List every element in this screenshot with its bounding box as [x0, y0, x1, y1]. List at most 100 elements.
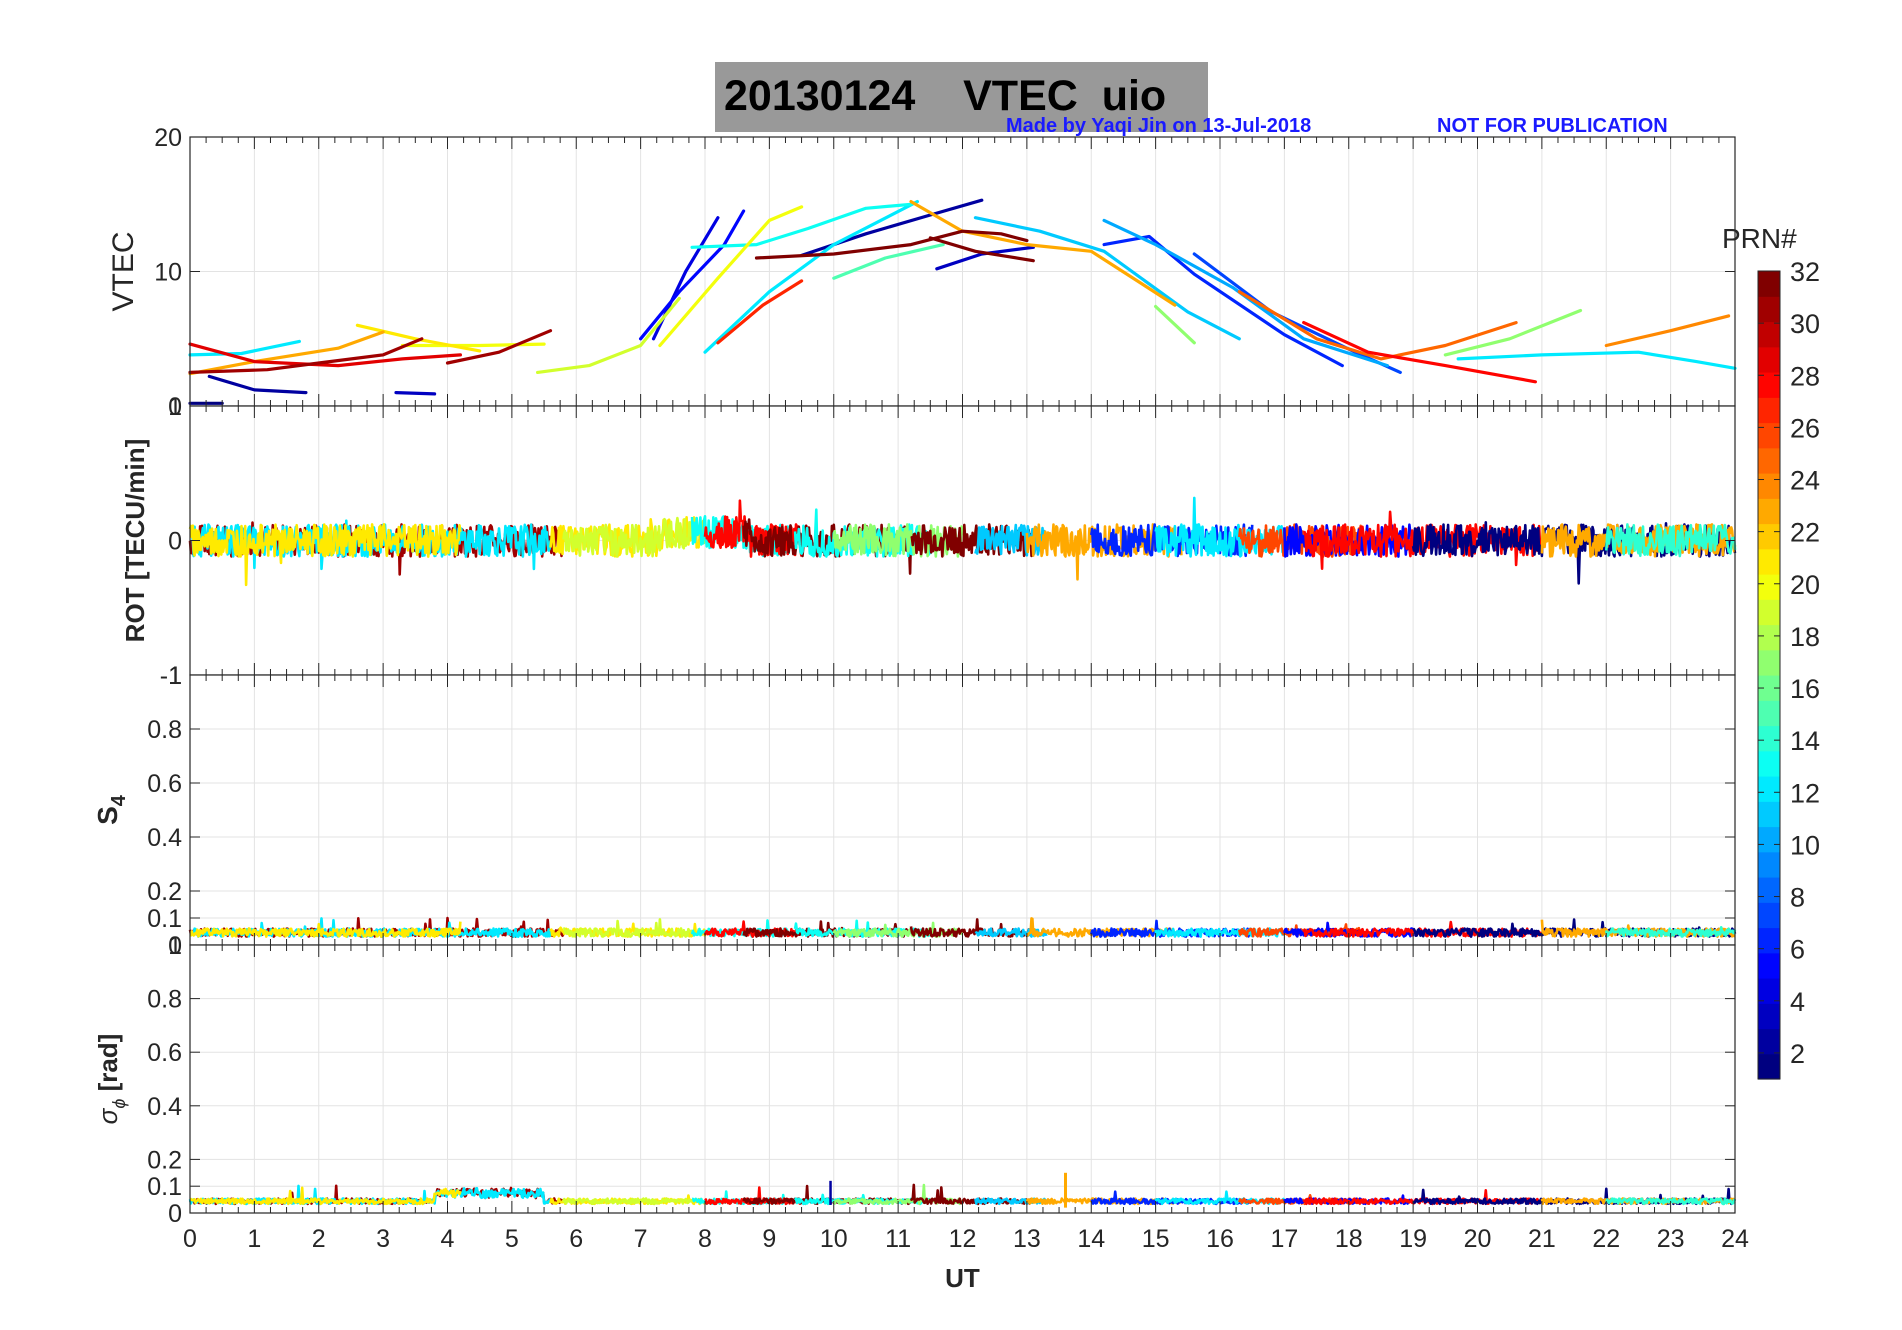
- y-tick-label: 0: [168, 528, 182, 556]
- colorbar-bin: [1758, 978, 1780, 1004]
- x-tick-label: 18: [1335, 1225, 1363, 1253]
- y-tick-label: 0.2: [147, 878, 182, 906]
- x-tick-label: 16: [1206, 1225, 1234, 1253]
- vtec-series-prn-17: [1443, 308, 1583, 357]
- vtec-series-prn-29: [188, 342, 462, 368]
- rot-series-prn-14: [1605, 523, 1737, 558]
- vtec-series-prn-5: [638, 209, 746, 341]
- y-tick-label: 0.1: [147, 905, 182, 933]
- vtec-series-prn-17: [1153, 304, 1196, 345]
- x-tick-label: 13: [1013, 1225, 1041, 1253]
- vtec-series-prn-2: [207, 374, 308, 395]
- colorbar-bin: [1758, 372, 1780, 398]
- colorbar-bin: [1758, 902, 1780, 929]
- x-tick-label: 2: [312, 1225, 326, 1253]
- vtec-series-prn-32: [754, 229, 1029, 260]
- x-tick-label: 5: [505, 1225, 519, 1253]
- s4-series-prn-19: [562, 918, 694, 938]
- colorbar-label: PRN#: [1722, 223, 1797, 254]
- x-tick-label: 22: [1592, 1225, 1620, 1253]
- y-tick-label: 1: [168, 393, 182, 421]
- vtec-series-prn-20: [658, 205, 804, 348]
- x-tick-label: 20: [1464, 1225, 1492, 1253]
- vtec-series-prn-3: [394, 391, 437, 396]
- x-tick-label: 17: [1270, 1225, 1298, 1253]
- y-tick-label: 0.6: [147, 1039, 182, 1067]
- vtec-series-prn-12: [1456, 350, 1737, 370]
- x-tick-label: 24: [1721, 1225, 1749, 1253]
- y-tick-label: 0.4: [147, 824, 182, 852]
- colorbar-tick-label: 28: [1790, 361, 1820, 391]
- sigmaphi-series-prn-21: [189, 1186, 462, 1206]
- y-axis-label: ROT [TECU/min]: [120, 439, 150, 643]
- x-tick-label: 15: [1142, 1225, 1170, 1253]
- x-tick-label: 23: [1657, 1225, 1685, 1253]
- rot-series-prn-28: [1303, 510, 1544, 571]
- colorbar-bin: [1758, 271, 1780, 297]
- vtec-series-prn-32: [928, 236, 1035, 263]
- sigmaphi-series-prn-19: [562, 1197, 694, 1206]
- colorbar-tick-label: 30: [1790, 309, 1820, 339]
- vtec-series-prn-25: [1237, 290, 1518, 361]
- colorbar-bin: [1758, 649, 1780, 676]
- vtec-series-prn-31: [445, 329, 553, 365]
- y-tick-label: 0.2: [147, 1146, 182, 1174]
- colorbar-tick-label: 16: [1790, 674, 1820, 704]
- y-axis-label: S4: [92, 794, 130, 825]
- colorbar-bin: [1758, 952, 1780, 979]
- colorbar-bin: [1758, 397, 1780, 424]
- y-tick-label: 0.4: [147, 1093, 182, 1121]
- rot-series-prn-19: [562, 516, 694, 558]
- x-tick-label: 12: [949, 1225, 977, 1253]
- colorbar-tick-label: 32: [1790, 257, 1820, 287]
- colorbar-tick-label: 18: [1790, 622, 1820, 652]
- vtec-series-prn-23: [909, 200, 1177, 307]
- panel-vtec: 0 10 20 VTEC: [107, 124, 1737, 421]
- x-tick-label: 10: [820, 1225, 848, 1253]
- y-tick-label: 0.8: [147, 716, 182, 744]
- x-tick-label: 9: [762, 1225, 776, 1253]
- vtec-series-prn-31: [188, 337, 424, 374]
- colorbar-tick-label: 12: [1790, 778, 1820, 808]
- title-background: [715, 62, 1208, 132]
- x-tick-label: 11: [885, 1225, 911, 1253]
- y-tick-label: 0: [168, 393, 182, 421]
- colorbar-bin: [1758, 750, 1780, 777]
- x-tick-label: 0: [183, 1225, 197, 1253]
- colorbar-bin: [1758, 725, 1780, 752]
- x-axis-label: UT: [945, 1263, 980, 1293]
- colorbar-bin: [1758, 826, 1780, 853]
- vtec-series-prn-21: [355, 323, 482, 353]
- vtec-series-prn-28: [1302, 321, 1538, 384]
- colorbar-bin: [1758, 1053, 1780, 1080]
- y-tick-label: 0.1: [147, 1173, 182, 1201]
- colorbar-tick-label: 6: [1790, 935, 1805, 965]
- vtec-series-prn-11: [973, 216, 1241, 341]
- colorbar-bin: [1758, 776, 1780, 802]
- colorbar-tick-label: 20: [1790, 570, 1820, 600]
- notice-text: NOT FOR PUBLICATION: [1437, 115, 1668, 137]
- vtec-series-prn-3: [935, 245, 1035, 271]
- x-tick-label: 21: [1528, 1225, 1556, 1253]
- colorbar-tick-label: 14: [1790, 726, 1820, 756]
- colorbar-bin: [1758, 700, 1780, 727]
- x-tick-label: 7: [634, 1225, 648, 1253]
- colorbar-bin: [1758, 801, 1780, 828]
- colorbar-bin: [1758, 321, 1780, 348]
- colorbar-bin: [1758, 877, 1780, 903]
- vtec-series-prn-6: [1102, 234, 1344, 368]
- colorbar-bin: [1758, 346, 1780, 373]
- y-tick-label: 0: [168, 1200, 182, 1228]
- y-tick-label: -1: [160, 662, 182, 690]
- vtec-series-prn-13: [690, 202, 913, 249]
- y-axis-label: VTEC: [107, 231, 140, 311]
- vtec-series-prn-23: [188, 330, 385, 376]
- colorbar-frame: [1757, 270, 1781, 1080]
- colorbar-tick-label: 10: [1790, 830, 1820, 860]
- x-tick-label: 1: [247, 1225, 261, 1253]
- colorbar-tick-label: 4: [1790, 987, 1805, 1017]
